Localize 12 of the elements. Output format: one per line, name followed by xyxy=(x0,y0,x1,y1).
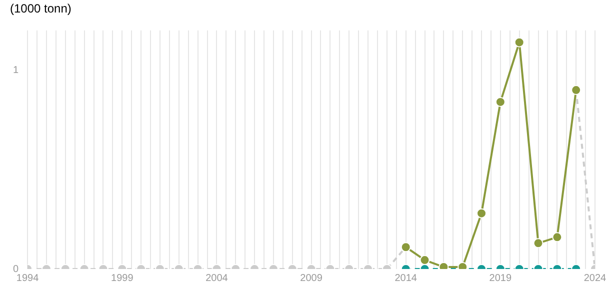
x-tick-label: 1994 xyxy=(16,272,40,284)
x-tick-label: 2014 xyxy=(394,272,418,284)
point xyxy=(514,37,524,48)
y-axis-title: (1000 tonn) xyxy=(10,2,72,16)
x-tick-label: 2024 xyxy=(584,272,607,284)
x-tick-label: 1999 xyxy=(111,272,134,284)
y-tick-label: 0 xyxy=(13,264,19,275)
point xyxy=(495,96,506,107)
x-tick-label: 2004 xyxy=(206,272,228,284)
x-tick-label: 2009 xyxy=(300,272,323,284)
y-tick-label: 1 xyxy=(13,64,19,76)
x-tick-label: 2019 xyxy=(489,272,512,284)
